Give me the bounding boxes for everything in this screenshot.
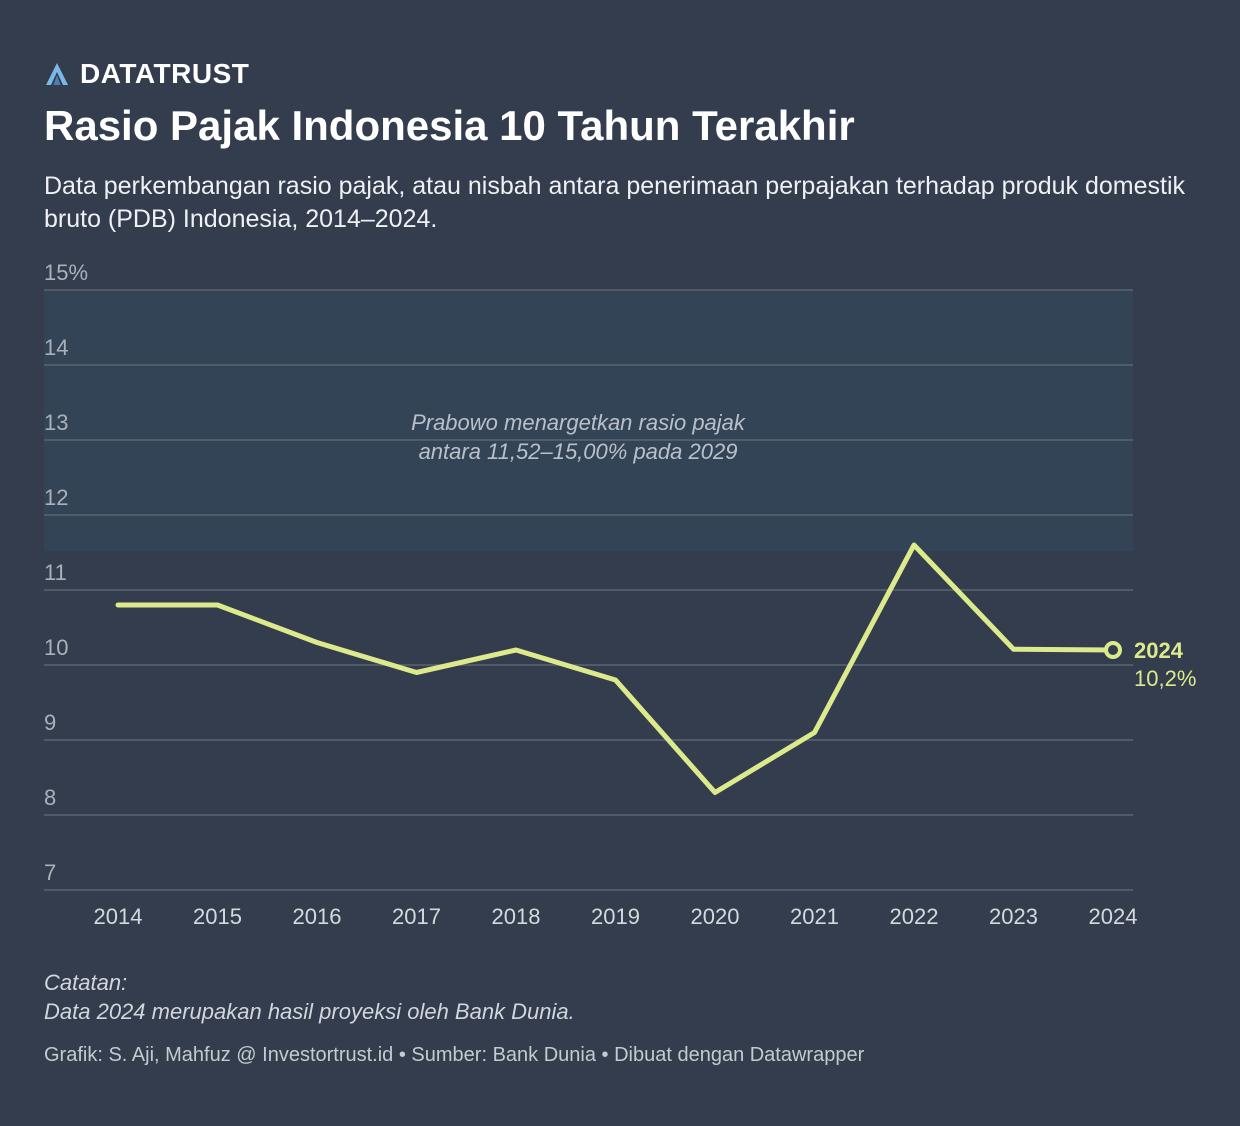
y-tick-label: 7	[44, 860, 56, 885]
y-tick-label: 14	[44, 335, 68, 360]
band-annotation: antara 11,52–15,00% pada 2029	[419, 439, 738, 464]
notes: Catatan: Data 2024 merupakan hasil proye…	[44, 968, 575, 1026]
footer-credits: Grafik: S. Aji, Mahfuz @ Investortrust.i…	[44, 1044, 865, 1066]
target-band	[44, 290, 1133, 551]
y-tick-label: 15%	[44, 260, 88, 285]
x-tick-label: 2019	[591, 904, 640, 929]
x-tick-label: 2023	[989, 904, 1038, 929]
a-logo-icon	[46, 63, 68, 85]
y-tick-label: 13	[44, 410, 68, 435]
chart-title: Rasio Pajak Indonesia 10 Tahun Terakhir	[44, 102, 855, 149]
x-tick-label: 2018	[492, 904, 541, 929]
end-label-value: 10,2%	[1134, 666, 1196, 691]
band-annotation: Prabowo menargetkan rasio pajak	[411, 410, 746, 435]
y-tick-label: 11	[44, 560, 67, 585]
x-tick-label: 2017	[392, 904, 441, 929]
y-tick-label: 8	[44, 785, 56, 810]
x-tick-label: 2015	[193, 904, 242, 929]
line-chart: 7 8 9 10 11 12 13 14 15% 2014 2015 2016 2017 2018 2019…	[44, 260, 1196, 929]
x-tick-label: 2014	[94, 904, 143, 929]
y-tick-label: 9	[44, 710, 56, 735]
x-tick-label: 2024	[1089, 904, 1138, 929]
chart-subtitle: Data perkembangan rasio pajak, atau nisb…	[44, 172, 1186, 233]
notes-text: Data 2024 merupakan hasil proyeksi oleh …	[44, 999, 575, 1024]
y-tick-label: 10	[44, 635, 68, 660]
end-point-marker	[1104, 641, 1122, 659]
series-line	[115, 542, 1116, 795]
brand-name: DATATRUST	[80, 58, 250, 89]
x-tick-label: 2022	[890, 904, 939, 929]
brand: DATATRUST	[44, 58, 249, 90]
x-tick-label: 2016	[293, 904, 342, 929]
x-tick-label: 2020	[691, 904, 740, 929]
x-tick-label: 2021	[790, 904, 839, 929]
notes-heading: Catatan:	[44, 970, 128, 995]
y-tick-label: 12	[44, 485, 68, 510]
end-label-year: 2024	[1134, 638, 1184, 663]
